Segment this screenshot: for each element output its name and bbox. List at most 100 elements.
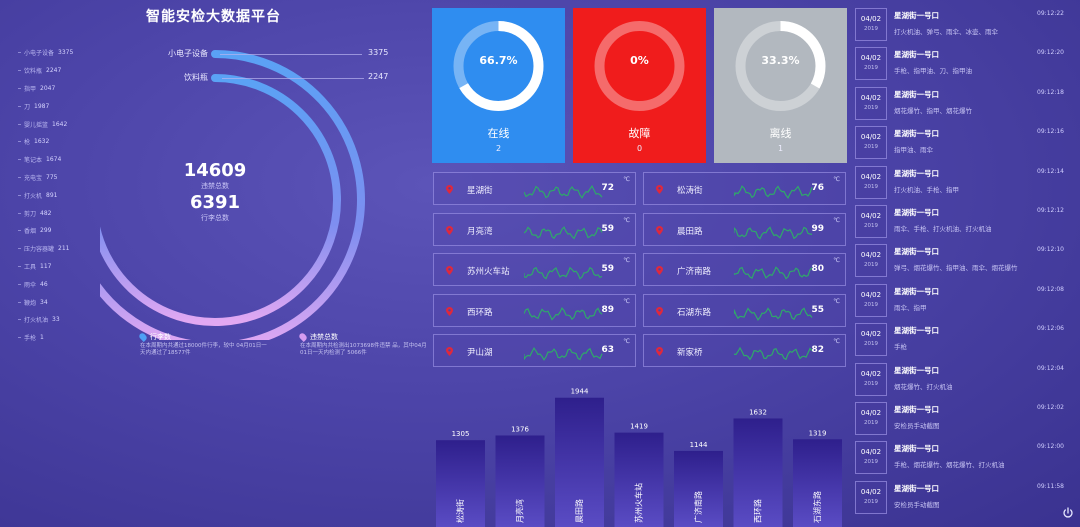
temperature-value: 82 <box>811 345 824 355</box>
temperature-row[interactable]: 苏州火车站 59 ℃ <box>433 253 636 286</box>
status-count: 0 <box>636 144 643 153</box>
log-title: 星湖街一号口 <box>894 483 939 493</box>
temperature-sparkline <box>734 185 813 200</box>
status-percent: 66.7% <box>479 54 518 67</box>
inner-ring-arc <box>100 74 341 326</box>
location-pin-icon <box>446 225 453 235</box>
log-item[interactable]: 04/02 2019 星湖街一号口 09:12:18 烟花爆竹、指甲、烟花爆竹 <box>853 85 1078 125</box>
location-pin-icon <box>656 266 663 275</box>
legend-bags-desc: 在本周期内共通过18000件行李，较中 04月01日一天内通过了18577件 <box>140 343 267 356</box>
log-item[interactable]: 04/02 2019 星湖街一号口 09:12:16 指甲油、雨伞 <box>853 124 1078 164</box>
log-time: 09:12:22 <box>1037 10 1064 17</box>
bar[interactable] <box>793 439 842 527</box>
log-item[interactable]: 04/02 2019 星湖街一号口 09:12:12 雨伞、手枪、打火机油、打火机油 <box>853 203 1078 243</box>
category-name: 工具 <box>24 263 37 271</box>
legend-contraband-desc: 在本周期内共检测出1073698件违禁 品，其中04月01日一天内检测了 506… <box>300 343 427 356</box>
log-item[interactable]: 04/02 2019 星湖街一号口 09:12:04 烟花爆竹、打火机油 <box>853 361 1078 401</box>
category-name: 枪 <box>24 139 31 147</box>
bar-category-label: 广济南路 <box>693 491 703 523</box>
temperature-unit: ℃ <box>833 338 840 345</box>
bullet-icon <box>18 70 21 72</box>
bar[interactable] <box>614 432 664 527</box>
log-time: 09:12:10 <box>1037 246 1064 254</box>
log-year: 2019 <box>864 341 878 348</box>
status-ring <box>735 21 826 111</box>
checkpoint-name: 尹山湖 <box>467 348 493 358</box>
bar-value-label: 1944 <box>571 388 589 396</box>
log-time: 09:12:12 <box>1037 207 1064 214</box>
category-value: 1 <box>40 334 44 342</box>
temperature-unit: ℃ <box>833 297 840 305</box>
outer-ring-arc <box>100 50 365 340</box>
log-date-badge: 04/02 2019 <box>855 86 887 120</box>
category-name: 雨伞 <box>24 281 37 289</box>
log-item[interactable]: 04/02 2019 星湖街一号口 09:12:20 手枪、指甲油、刀、指甲油 <box>853 45 1078 85</box>
status-card[interactable]: 0% 故障 0 <box>573 8 706 163</box>
bar[interactable] <box>733 418 783 527</box>
checkpoint-name: 月亮湾 <box>467 226 493 237</box>
category-item: 工具 117 <box>18 258 128 276</box>
location-pin-icon <box>298 332 308 342</box>
temperature-row[interactable]: 晨田路 99 ℃ <box>643 212 846 246</box>
temperature-row[interactable]: 星湖街 72 ℃ <box>433 172 636 205</box>
log-time: 09:12:04 <box>1037 364 1064 372</box>
bar[interactable] <box>555 397 604 527</box>
temperature-row[interactable]: 石湖东路 55 ℃ <box>643 293 846 327</box>
status-label: 故障 <box>628 127 651 140</box>
temperature-row[interactable]: 尹山湖 63 ℃ <box>433 334 636 367</box>
log-item[interactable]: 04/02 2019 星湖街一号口 09:12:14 打火机油、手枪、指甲 <box>853 164 1078 204</box>
status-card[interactable]: 33.3% 离线 1 <box>714 8 847 163</box>
log-year: 2019 <box>864 104 878 111</box>
log-item[interactable]: 04/02 2019 星湖街一号口 09:12:00 手枪、烟花爆竹、烟花爆竹、打火机油 <box>853 439 1078 479</box>
bullet-icon <box>18 301 21 303</box>
bar-category-label: 石湖东路 <box>812 491 822 523</box>
temperature-sparkline <box>524 346 603 361</box>
log-year: 2019 <box>864 262 878 269</box>
temperature-sparkline <box>524 266 603 280</box>
bar[interactable] <box>436 440 485 527</box>
category-name: 剪刀 <box>24 210 37 218</box>
category-item: 打火机 891 <box>18 186 128 204</box>
temperature-row[interactable]: 月亮湾 59 ℃ <box>433 212 636 246</box>
status-label: 在线 <box>487 127 510 140</box>
bar-value-label: 1419 <box>630 423 648 431</box>
category-name: 压力容器罐 <box>24 246 55 254</box>
temperature-row[interactable]: 松涛街 76 ℃ <box>643 172 846 205</box>
checkpoint-name: 晨田路 <box>677 226 703 237</box>
log-item[interactable]: 04/02 2019 星湖街一号口 09:12:08 雨伞、指甲 <box>853 282 1078 322</box>
inner-ring-label: 饮料瓶 <box>184 73 208 82</box>
temperature-row[interactable]: 西环路 89 ℃ <box>433 293 636 327</box>
total-bags-stat: 6391 行李总数 <box>155 192 275 223</box>
bar-value-label: 1144 <box>690 441 708 449</box>
temperature-row[interactable]: 广济南路 80 ℃ <box>643 253 846 286</box>
power-icon[interactable] <box>1062 507 1074 519</box>
log-date: 04/02 <box>860 487 882 496</box>
log-time: 09:12:18 <box>1037 88 1064 96</box>
bar[interactable] <box>674 450 723 527</box>
temperature-row[interactable]: 新家桥 82 ℃ <box>643 334 846 367</box>
log-desc: 安检员手动截图 <box>894 422 940 430</box>
log-item[interactable]: 04/02 2019 星湖街一号口 09:12:10 弹弓、烟花爆竹、指甲油、雨伞、烟花… <box>853 242 1078 282</box>
category-value: 482 <box>40 209 52 217</box>
log-desc: 手枪 <box>894 343 907 352</box>
log-title: 星湖街一号口 <box>894 326 939 336</box>
log-item[interactable]: 04/02 2019 星湖街一号口 09:11:58 安检员手动截图 <box>853 479 1078 519</box>
status-card[interactable]: 66.7% 在线 2 <box>432 8 565 163</box>
checkpoint-name: 星湖街 <box>467 186 493 196</box>
log-desc: 弹弓、烟花爆竹、指甲油、雨伞、烟花爆竹 <box>894 264 1018 273</box>
log-title: 星湖街一号口 <box>894 405 939 414</box>
temperature-unit: ℃ <box>623 338 630 345</box>
category-value: 46 <box>40 280 48 288</box>
log-item[interactable]: 04/02 2019 星湖街一号口 09:12:02 安检员手动截图 <box>853 400 1078 440</box>
ring-legend: 行李数 在本周期内共通过18000件行李，较中 04月01日一天内通过了1857… <box>138 332 430 357</box>
bar[interactable] <box>495 435 545 527</box>
log-year: 2019 <box>864 459 878 466</box>
log-item[interactable]: 04/02 2019 星湖街一号口 09:12:22 打火机油、弹弓、雨伞、冰壶、雨伞 <box>853 6 1078 46</box>
temperature-unit: ℃ <box>623 257 630 264</box>
temperature-value: 63 <box>601 345 614 355</box>
log-date: 04/02 <box>860 172 882 181</box>
checkpoint-name: 西环路 <box>467 307 493 318</box>
status-ring <box>594 21 685 111</box>
log-item[interactable]: 04/02 2019 星湖街一号口 09:12:06 手枪 <box>853 321 1078 361</box>
category-item: 刀 1987 <box>18 97 128 115</box>
